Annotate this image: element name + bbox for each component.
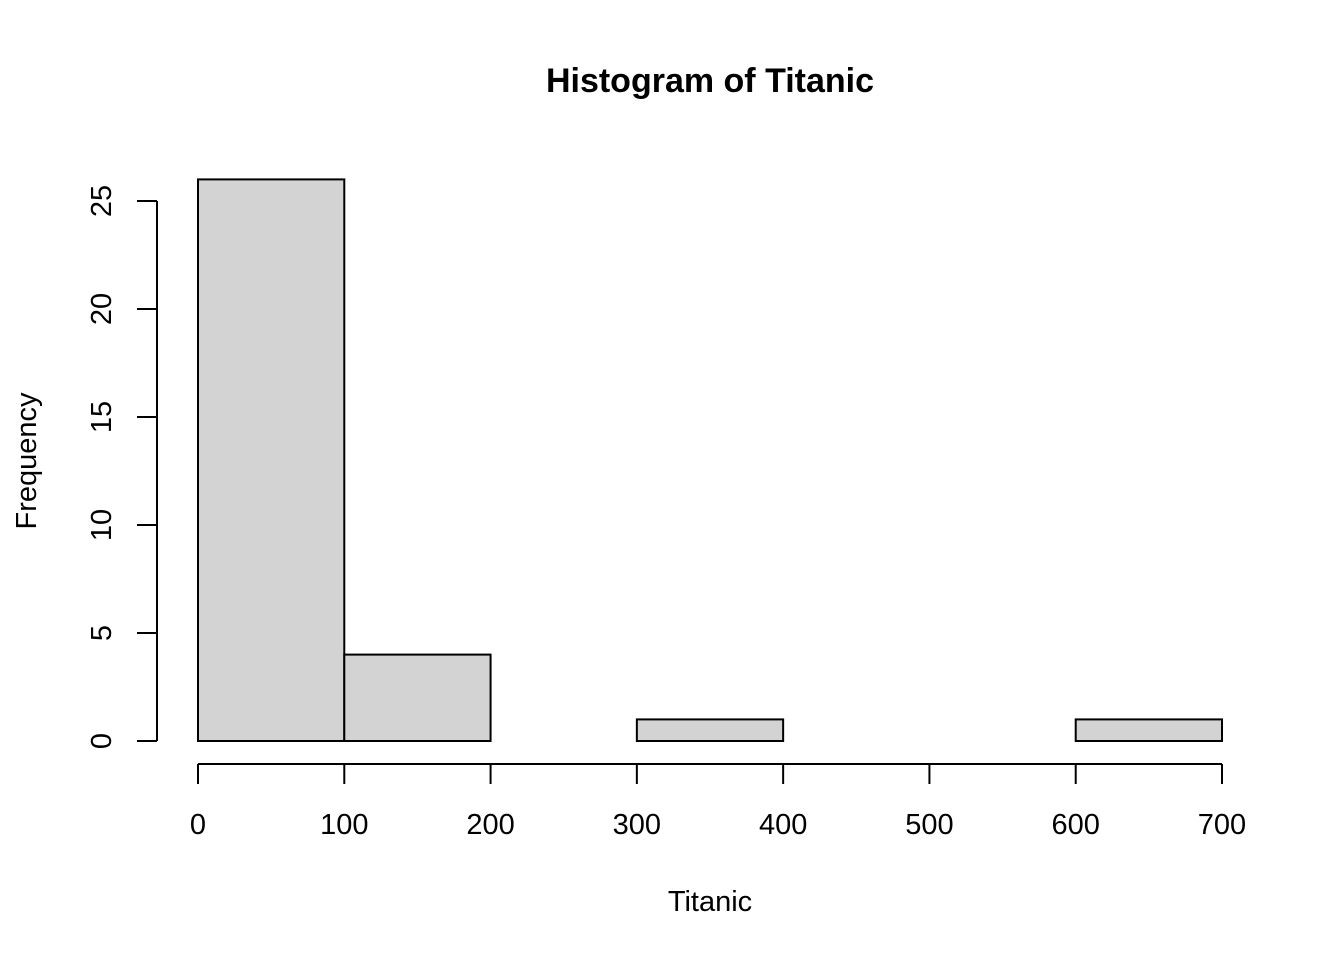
x-tick-label-100: 100 bbox=[320, 809, 368, 841]
y-tick-label-10: 10 bbox=[86, 509, 118, 541]
histogram-bar-300-400 bbox=[635, 718, 785, 743]
x-axis: 0 100 200 300 400 500 600 700 bbox=[190, 763, 1246, 841]
y-tick-label-25: 25 bbox=[86, 185, 118, 217]
y-tick-label-20: 20 bbox=[86, 293, 118, 325]
y-tick-label-0: 0 bbox=[86, 733, 118, 749]
x-tick-label-400: 400 bbox=[759, 809, 807, 841]
y-tick-label-5: 5 bbox=[86, 625, 118, 641]
x-tick-label-500: 500 bbox=[905, 809, 953, 841]
histogram-bar-0-100 bbox=[197, 178, 346, 742]
chart-title: Histogram of Titanic bbox=[546, 62, 874, 100]
x-tick-label-700: 700 bbox=[1198, 809, 1246, 841]
x-tick-label-300: 300 bbox=[613, 809, 661, 841]
x-tick-label-0: 0 bbox=[190, 809, 206, 841]
x-tick-label-200: 200 bbox=[466, 809, 514, 841]
x-tick-label-600: 600 bbox=[1052, 809, 1100, 841]
histogram-bar-600-700 bbox=[1074, 718, 1223, 743]
y-axis-label: Frequency bbox=[11, 392, 43, 530]
x-axis-label: Titanic bbox=[668, 886, 752, 918]
y-tick-label-15: 15 bbox=[86, 401, 118, 433]
histogram-bar-100-200 bbox=[343, 653, 492, 742]
y-axis: 0 5 10 15 20 25 bbox=[86, 185, 158, 749]
histogram-bars bbox=[197, 178, 1223, 743]
